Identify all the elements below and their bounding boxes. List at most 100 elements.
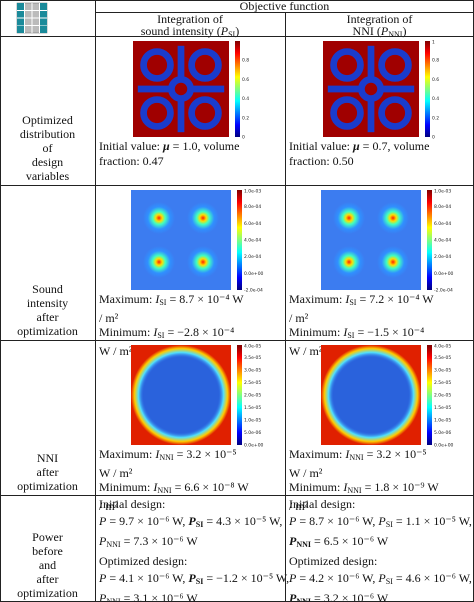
text-run: ) — [402, 24, 407, 38]
colorbar-label: 0.0e+00 — [434, 443, 454, 448]
colorbar-label: 4.0e-05 — [244, 344, 261, 350]
text-line: Initial value: μ = 1.0, volume — [99, 139, 285, 154]
text-run: Integration of — [157, 12, 223, 26]
text-line: W / m² — [289, 466, 474, 481]
label-line: before — [32, 544, 63, 558]
text-run: I — [345, 447, 350, 461]
colorbar-label: 5.0e-06 — [434, 430, 451, 436]
text-line: Minimum: INNI = 1.8 × 10⁻⁹ W — [289, 480, 474, 499]
corner-field — [131, 345, 231, 445]
colorbar — [237, 190, 242, 290]
colorbar-label: 6.0e-04 — [434, 221, 451, 227]
colorbar-label: 2.0e-04 — [244, 254, 261, 260]
map-image: 1 0.8 0.6 0.4 0.2 0 — [322, 40, 439, 139]
text-line: W / m² — [99, 466, 285, 481]
text-run: = 3.2 × 10⁻⁵ — [173, 447, 237, 461]
label-line: variables — [25, 169, 70, 183]
ring — [329, 48, 364, 82]
text-line: Maximum: ISI = 8.7 × 10⁻⁴ W — [99, 292, 285, 311]
label-line: NNI — [36, 451, 59, 465]
colorbar-label: 1.0e-05 — [434, 418, 451, 424]
text-run: W / m² — [99, 465, 133, 480]
text-run: = −1.5 × 10⁻⁴ — [354, 325, 425, 339]
text-run: = 6.5 × 10⁻⁶ W — [311, 534, 389, 548]
ring — [140, 96, 174, 130]
text-run: SI — [347, 331, 355, 340]
text-run: = 4.1 × 10⁻⁶ W, — [106, 571, 189, 585]
colorbar — [235, 41, 240, 137]
rule — [285, 12, 286, 602]
map-bg — [320, 190, 421, 290]
colorbar-label: -2.0e-04 — [244, 288, 263, 293]
text-line: PNNI = 6.5 × 10⁻⁶ W — [289, 533, 474, 553]
label-line: distribution — [19, 127, 76, 141]
text-run: / m² — [99, 310, 119, 325]
text-line: Minimum: ISI = −2.8 × 10⁻⁴ — [99, 325, 285, 344]
text-run: NNI — [106, 540, 121, 549]
text-run: = 0.7, volume — [359, 139, 430, 153]
text-line: / m² — [99, 499, 285, 514]
text-run: / m² — [289, 498, 309, 513]
text-run: = 7.2 × 10⁻⁴ W — [356, 292, 434, 306]
text-run: NNI — [349, 453, 364, 462]
text-run: Minimum: — [289, 480, 344, 494]
colorbar-label: 4.0e-04 — [244, 238, 261, 244]
colorbar-label: 0.6 — [432, 77, 439, 83]
text-run: Maximum: — [99, 447, 156, 461]
ring — [188, 48, 222, 82]
text-run: I — [345, 292, 350, 306]
label-line: Power — [32, 530, 63, 544]
hotspot — [376, 202, 409, 234]
text-run: I — [153, 480, 158, 494]
text-run: NNI — [159, 453, 174, 462]
colorbar-label: 1.0e-05 — [244, 418, 261, 424]
label-line: optimization — [17, 324, 78, 338]
design-pattern — [137, 45, 225, 133]
colorbar-label: 0 — [242, 135, 245, 140]
colorbar — [426, 345, 432, 445]
text-run: Initial design: — [289, 497, 356, 511]
colorbar — [426, 190, 432, 290]
text-run: μ — [162, 139, 170, 153]
text-run: W / m² — [289, 343, 323, 358]
map-image: 4.0e-05 3.5e-05 3.0e-05 2.5e-05 2.0e-05 1.5e-… — [320, 344, 454, 448]
cell-caption: Initial value: μ = 1.0, volume fraction: … — [95, 139, 285, 185]
colorbar-label: 0.0e+00 — [244, 271, 264, 277]
text-run: Initial design: — [99, 497, 166, 511]
colorbar-label: 2.5e-05 — [244, 380, 261, 386]
map-image: 1.0e-03 8.0e-04 6.0e-04 4.0e-04 2.0e-04 0.0e+… — [320, 189, 453, 292]
text-run: = 6.6 × 10⁻⁸ W — [171, 480, 249, 494]
text-line: PNNI = 3.1 × 10⁻⁶ W — [99, 590, 285, 602]
text-line: Integration of — [285, 13, 474, 25]
text-run: SI — [157, 331, 165, 340]
text-run: Maximum: — [289, 292, 346, 306]
text-run: P — [99, 591, 107, 602]
text-run: P — [289, 571, 297, 585]
text-run: / m² — [289, 310, 309, 325]
rule — [0, 185, 474, 186]
text-line: Optimized design: — [99, 553, 285, 570]
text-run: = −2.8 × 10⁻⁴ — [164, 325, 235, 339]
colorbar-label: 8.0e-04 — [244, 204, 261, 210]
colorbar-label: 3.5e-05 — [434, 355, 451, 361]
colorbar-label: 1.0e-03 — [434, 189, 451, 195]
grid-icon — [16, 2, 48, 34]
text-run: I — [343, 480, 348, 494]
rule — [0, 495, 474, 496]
ring — [188, 96, 222, 130]
cell-caption: Initial value: μ = 0.7, volume fraction: … — [285, 139, 474, 185]
text-run: = 3.2 × 10⁻⁶ W — [311, 591, 389, 602]
text-run: Optimized design: — [289, 554, 378, 568]
colorbar-label: 0.4 — [432, 96, 439, 102]
colorbar-label: 2.0e-04 — [434, 254, 451, 260]
text-line: PNNI = 7.3 × 10⁻⁶ W — [99, 533, 285, 553]
label-line: after — [36, 310, 59, 324]
text-run: = 1.1 × 10⁻⁵ W, — [392, 514, 472, 528]
text-run: NNI ( — [352, 24, 381, 38]
colorbar-label: 1.0e-03 — [244, 189, 261, 195]
colorbar-label: 0.8 — [242, 58, 249, 64]
row-label: Sound intensity after optimization — [0, 185, 95, 340]
text-run: P — [380, 24, 389, 38]
text-line: P = 8.7 × 10⁻⁶ W, PSI = 1.1 × 10⁻⁵ W, — [289, 513, 474, 533]
colorbar-label: 8.0e-04 — [434, 204, 451, 210]
